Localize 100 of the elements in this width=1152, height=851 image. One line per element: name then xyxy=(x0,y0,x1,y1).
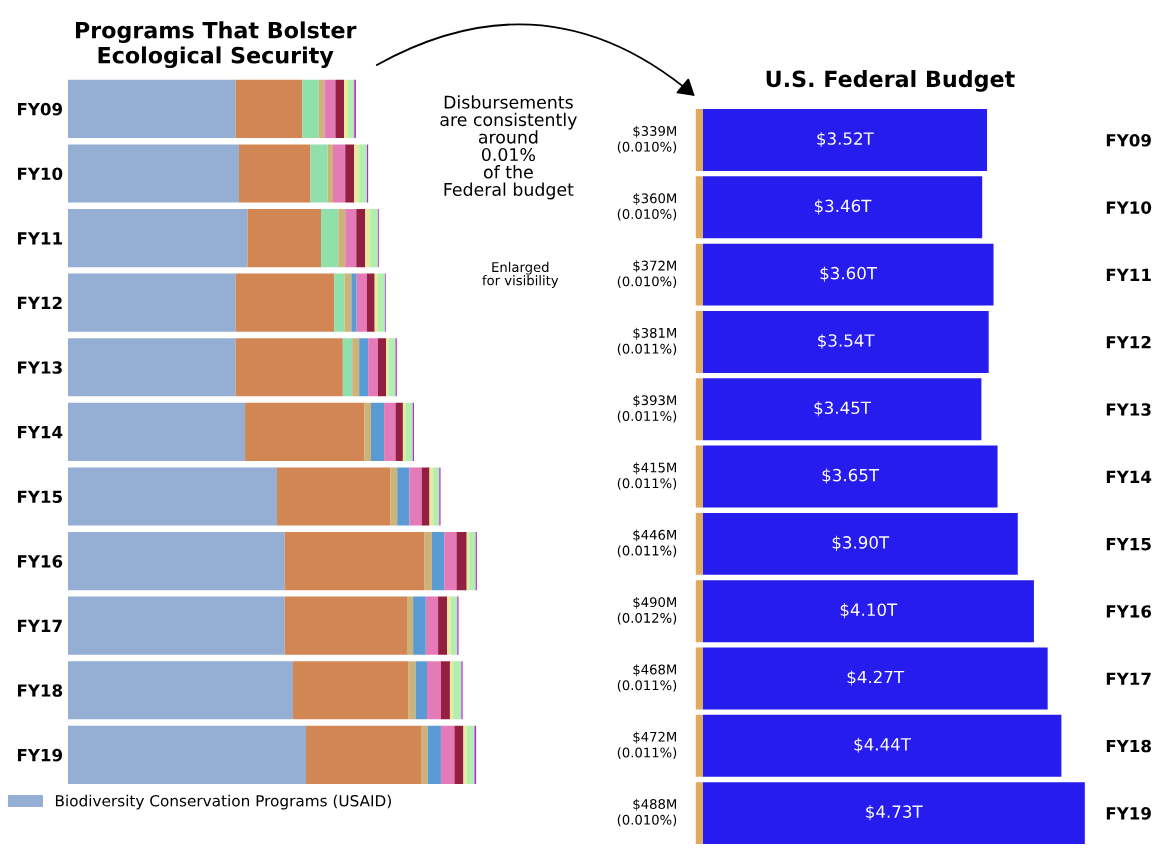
bar xyxy=(359,338,369,397)
bar xyxy=(365,209,371,268)
bar xyxy=(235,338,343,397)
bar xyxy=(450,596,458,655)
y-tick-label: FY12 xyxy=(1106,335,1151,349)
bar xyxy=(370,209,378,268)
bar xyxy=(371,402,385,461)
bar xyxy=(324,79,336,138)
data-label: $4.73T xyxy=(866,805,923,821)
text: $446M (0.011%) xyxy=(617,529,677,558)
data-label: $4.44T xyxy=(854,737,912,753)
bar xyxy=(67,144,239,203)
y-tick-label: FY15 xyxy=(17,490,62,504)
text: $472M (0.011%) xyxy=(617,731,677,760)
y-tick-label: FY10 xyxy=(1106,201,1152,214)
bar xyxy=(374,273,378,332)
text: $381M (0.011%) xyxy=(617,327,677,356)
bar xyxy=(469,532,476,591)
bar xyxy=(424,532,432,591)
bar xyxy=(449,661,454,720)
y-tick-label: FY11 xyxy=(1106,268,1151,281)
bar xyxy=(377,273,385,332)
bar xyxy=(352,338,360,397)
y-tick-label: FY18 xyxy=(17,684,63,697)
bar xyxy=(413,596,426,655)
bar xyxy=(409,467,422,526)
bar xyxy=(348,79,355,138)
bar xyxy=(431,532,445,591)
bar xyxy=(463,725,467,784)
bar xyxy=(402,402,406,461)
bar xyxy=(366,273,375,332)
y-tick-label: FY17 xyxy=(17,619,62,633)
bar xyxy=(456,532,467,591)
data-label: $3.90T xyxy=(832,535,890,551)
bar xyxy=(342,338,353,397)
bar xyxy=(453,661,462,720)
text: $372M (0.010%) xyxy=(617,260,677,288)
bar xyxy=(384,402,396,461)
bar xyxy=(359,144,367,203)
bar xyxy=(351,273,357,332)
y-tick-label: FY16 xyxy=(17,555,63,568)
y-tick-label: FY09 xyxy=(17,102,63,116)
text: $360M (0.010%) xyxy=(617,193,677,221)
bar xyxy=(447,596,451,655)
annotation: Disbursements are consistently around 0.01% of the Federal budget xyxy=(440,95,577,200)
bar xyxy=(310,144,328,203)
y-tick-label: FY13 xyxy=(1106,403,1151,416)
data-label: $3.45T xyxy=(814,401,872,417)
bar xyxy=(247,209,322,268)
y-tick-label: FY19 xyxy=(1106,807,1151,820)
bar xyxy=(67,209,248,268)
bar xyxy=(332,144,346,203)
bar xyxy=(390,467,398,526)
bar xyxy=(421,467,430,526)
data-label: $4.10T xyxy=(840,603,898,619)
bar xyxy=(67,338,236,397)
bar xyxy=(407,596,414,655)
bar xyxy=(67,532,285,591)
y-tick-label: FY14 xyxy=(1106,470,1152,483)
bar xyxy=(386,338,389,397)
bar xyxy=(345,144,355,203)
bar xyxy=(338,209,346,268)
bar xyxy=(354,144,360,203)
bar xyxy=(284,532,425,591)
data-label: $3.65T xyxy=(822,468,880,484)
bar xyxy=(421,725,428,784)
bar xyxy=(335,79,345,138)
data-label: $4.27T xyxy=(847,670,905,686)
bar xyxy=(364,402,372,461)
y-tick-label: FY11 xyxy=(17,232,62,245)
bar xyxy=(368,338,378,397)
bar xyxy=(345,209,357,268)
y-tick-label: FY09 xyxy=(1106,133,1151,147)
bar xyxy=(67,402,246,461)
text: $339M (0.010%) xyxy=(617,125,677,154)
bar xyxy=(238,144,311,203)
bar xyxy=(67,725,306,784)
bar xyxy=(344,79,349,138)
y-tick-label: FY18 xyxy=(1106,739,1151,753)
bar xyxy=(466,725,475,784)
text: $393M (0.011%) xyxy=(617,394,677,423)
data-label: $3.54T xyxy=(818,333,875,349)
bar xyxy=(427,661,441,720)
y-tick-label: FY14 xyxy=(17,426,63,439)
bar xyxy=(245,402,365,461)
y-tick-label: FY19 xyxy=(17,748,63,762)
data-label: $3.52T xyxy=(817,131,874,148)
bar xyxy=(67,467,277,526)
bar xyxy=(235,79,303,138)
bar xyxy=(356,209,366,268)
bar xyxy=(356,273,367,332)
bar xyxy=(395,402,403,461)
chart-title: Programs That Bolster Ecological Security xyxy=(75,21,357,69)
bar xyxy=(429,467,434,526)
bar xyxy=(305,725,422,784)
data-label: $3.46T xyxy=(814,199,872,215)
bar xyxy=(276,467,391,526)
y-tick-label: FY17 xyxy=(1106,672,1151,685)
y-tick-label: FY13 xyxy=(17,361,62,374)
bar xyxy=(438,596,448,655)
